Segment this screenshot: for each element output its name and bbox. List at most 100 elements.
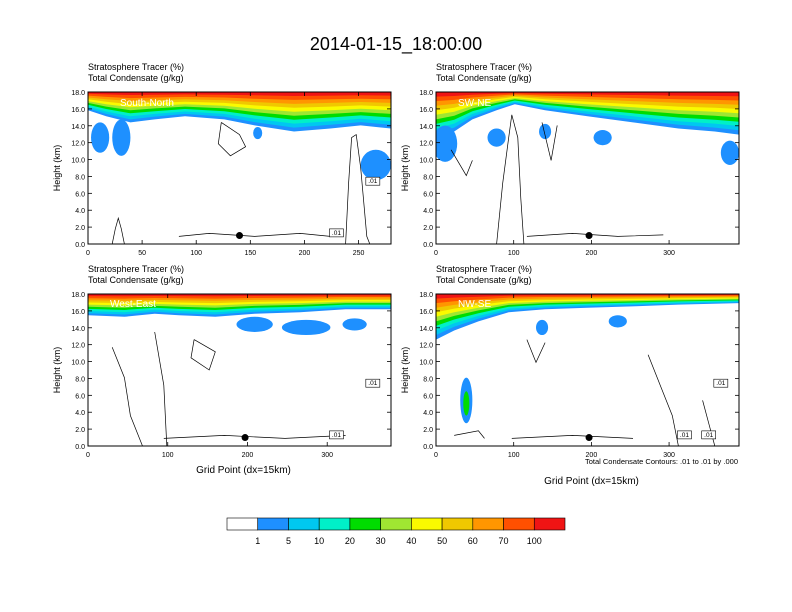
contour-label-box <box>365 176 381 186</box>
y-axis-label: Height (km) <box>52 347 62 394</box>
y-axis-label: Height (km) <box>400 145 410 192</box>
x-tick-label: 300 <box>663 452 675 459</box>
condensate-contour <box>454 430 485 439</box>
plot-area: .01 .01 .01 <box>436 294 739 446</box>
condensate-blob <box>112 119 131 156</box>
y-tick-label: 0.0 <box>75 242 85 249</box>
condensate-blob <box>236 316 273 332</box>
contour-label: .01 <box>704 432 713 439</box>
y-tick-label: 10.0 <box>419 158 433 165</box>
condensate-contour <box>647 354 679 446</box>
colorbar-label: 40 <box>406 536 416 546</box>
x-tick-label: 200 <box>586 452 598 459</box>
panel-south-north: Stratosphere Tracer (%)Total Condensate … <box>52 62 392 257</box>
x-tick-label: 100 <box>508 250 520 257</box>
condensate-contour <box>450 149 473 177</box>
x-tick-label: 100 <box>162 452 174 459</box>
condensate-contour <box>154 331 168 446</box>
panel-name: NW-SE <box>458 299 491 310</box>
contour-label-box <box>677 430 692 440</box>
y-tick-label: 16.0 <box>419 309 433 316</box>
x-tick-label: 200 <box>242 452 254 459</box>
colorbar-swatch <box>503 517 535 531</box>
tracer-band <box>88 294 391 297</box>
plot-frame <box>435 91 740 245</box>
plot-area: .01 .01 <box>88 294 391 446</box>
colorbar-swatch <box>288 517 320 531</box>
y-tick-label: 0.0 <box>423 242 433 249</box>
tracer-band <box>436 92 739 97</box>
y-tick-label: 14.0 <box>419 326 433 333</box>
x-tick-label: 150 <box>244 250 256 257</box>
panel-variable-label: Total Condensate (g/kg) <box>88 275 184 285</box>
panel-name: West-East <box>110 299 156 310</box>
colorbar-swatch <box>533 517 566 531</box>
x-tick-label: 200 <box>299 250 311 257</box>
x-axis-label: Grid Point (dx=15km) <box>544 476 639 487</box>
figure-title: 2014-01-15_18:00:00 <box>310 34 482 55</box>
x-tick-label: 200 <box>586 250 598 257</box>
plot-frame <box>87 91 392 245</box>
x-tick-label: 50 <box>138 250 146 257</box>
x-tick-label: 0 <box>86 250 90 257</box>
y-axis-label: Height (km) <box>52 145 62 192</box>
y-tick-label: 6.0 <box>423 393 433 400</box>
condensate-contour <box>178 233 331 237</box>
condensate-blob <box>539 123 552 140</box>
location-marker <box>236 232 243 240</box>
colorbar-swatch <box>411 517 443 531</box>
condensate-blob <box>593 130 612 146</box>
colorbar-swatch <box>257 517 289 531</box>
y-tick-label: 2.0 <box>75 225 85 232</box>
condensate-blob <box>281 319 331 336</box>
plot-area: .01 .01 <box>88 92 391 244</box>
y-tick-label: 4.0 <box>75 410 85 417</box>
contour-label-box <box>713 378 729 388</box>
tracer-band <box>436 294 739 304</box>
location-marker <box>241 434 249 442</box>
tracer-band <box>436 294 739 299</box>
colorbar-swatch <box>226 517 259 531</box>
condensate-blob <box>487 128 506 147</box>
contour-label: .01 <box>332 432 341 439</box>
colorbar-label: 30 <box>376 536 386 546</box>
plot-frame <box>435 293 740 447</box>
y-tick-label: 18.0 <box>71 292 85 299</box>
condensate-contour <box>496 114 525 244</box>
y-tick-label: 4.0 <box>75 208 85 215</box>
y-tick-label: 18.0 <box>419 292 433 299</box>
panel-nw-se: Stratosphere Tracer (%)Total Condensate … <box>400 264 740 487</box>
y-tick-label: 6.0 <box>75 393 85 400</box>
panel-name: SW-NE <box>458 98 491 109</box>
condensate-contour <box>511 435 634 439</box>
colorbar-label: 5 <box>286 536 291 546</box>
contour-label: .01 <box>680 432 689 439</box>
contour-label: .01 <box>716 380 725 387</box>
y-tick-label: 4.0 <box>423 410 433 417</box>
contour-label-box <box>329 228 344 238</box>
condensate-contour <box>345 134 371 244</box>
y-tick-label: 6.0 <box>423 191 433 198</box>
x-tick-label: 250 <box>353 250 365 257</box>
condensate-contour <box>541 122 558 161</box>
x-tick-label: 0 <box>434 250 438 257</box>
panel-variable-label: Stratosphere Tracer (%) <box>436 264 532 274</box>
condensate-blob <box>342 318 367 331</box>
condensate-blob <box>360 149 391 181</box>
condensate-contour <box>190 339 216 371</box>
y-tick-label: 8.0 <box>75 174 85 181</box>
y-tick-label: 2.0 <box>75 427 85 434</box>
panel-variable-label: Stratosphere Tracer (%) <box>436 62 532 72</box>
x-tick-label: 0 <box>86 452 90 459</box>
colorbar: 1 5 10 20 30 40 50 60 70 100 <box>226 517 566 546</box>
contour-label: .01 <box>332 230 341 237</box>
condensate-blob <box>253 126 263 140</box>
x-tick-label: 300 <box>663 250 675 257</box>
y-tick-label: 18.0 <box>419 90 433 97</box>
condensate-core <box>463 391 470 416</box>
plot-frame <box>87 293 392 447</box>
colorbar-swatch <box>472 517 504 531</box>
condensate-blob <box>436 125 458 162</box>
colorbar-label: 60 <box>468 536 478 546</box>
